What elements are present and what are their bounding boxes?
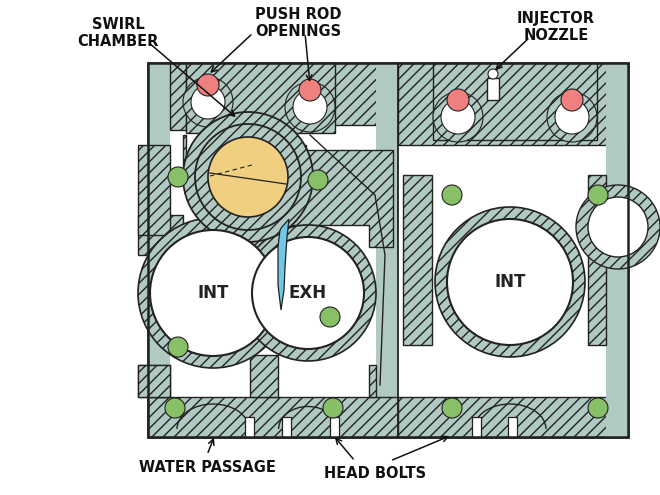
Circle shape: [588, 197, 648, 257]
Polygon shape: [291, 145, 306, 165]
Polygon shape: [148, 63, 170, 437]
Circle shape: [441, 100, 475, 134]
Circle shape: [183, 112, 313, 242]
Text: HEAD BOLTS: HEAD BOLTS: [324, 465, 426, 481]
Circle shape: [442, 398, 462, 418]
Circle shape: [547, 92, 597, 142]
Text: INT: INT: [197, 284, 228, 302]
Circle shape: [168, 337, 188, 357]
Circle shape: [442, 185, 462, 205]
Circle shape: [561, 89, 583, 111]
Circle shape: [183, 77, 233, 127]
Polygon shape: [138, 365, 170, 397]
Circle shape: [555, 100, 589, 134]
Circle shape: [208, 137, 288, 217]
Circle shape: [191, 85, 225, 119]
Bar: [148, 63, 628, 437]
Polygon shape: [183, 135, 186, 175]
Circle shape: [447, 219, 573, 345]
Polygon shape: [606, 63, 628, 437]
Polygon shape: [138, 365, 170, 397]
Polygon shape: [250, 355, 278, 397]
Circle shape: [488, 69, 498, 79]
Text: INJECTOR
NOZZLE: INJECTOR NOZZLE: [517, 11, 595, 43]
Polygon shape: [148, 63, 398, 125]
Text: WATER PASSAGE: WATER PASSAGE: [139, 459, 275, 475]
Circle shape: [165, 398, 185, 418]
Polygon shape: [398, 397, 628, 437]
Circle shape: [197, 74, 219, 96]
Circle shape: [588, 185, 608, 205]
Circle shape: [320, 307, 340, 327]
Circle shape: [168, 167, 188, 187]
Polygon shape: [278, 219, 289, 310]
Bar: [245, 417, 254, 437]
Circle shape: [138, 218, 288, 368]
Circle shape: [150, 230, 276, 356]
Circle shape: [252, 237, 364, 349]
Bar: [487, 78, 499, 100]
Polygon shape: [403, 175, 432, 345]
Text: SWIRL
CHAMBER: SWIRL CHAMBER: [77, 17, 158, 49]
Polygon shape: [369, 365, 376, 397]
Polygon shape: [433, 63, 597, 140]
Bar: [508, 417, 517, 437]
Bar: [148, 63, 628, 437]
Circle shape: [308, 170, 328, 190]
Polygon shape: [170, 63, 186, 130]
Polygon shape: [376, 63, 398, 437]
Circle shape: [299, 79, 321, 101]
Circle shape: [576, 185, 660, 269]
Bar: [282, 417, 291, 437]
Polygon shape: [398, 63, 628, 145]
Polygon shape: [588, 175, 606, 345]
Text: INT: INT: [494, 273, 525, 291]
Circle shape: [285, 82, 335, 132]
Circle shape: [323, 398, 343, 418]
Text: PUSH ROD
OPENINGS: PUSH ROD OPENINGS: [255, 7, 341, 39]
Bar: [472, 417, 481, 437]
Text: EXH: EXH: [289, 284, 327, 302]
Circle shape: [240, 225, 376, 361]
Circle shape: [588, 398, 608, 418]
Circle shape: [195, 124, 301, 230]
Bar: [330, 417, 339, 437]
Circle shape: [447, 89, 469, 111]
Polygon shape: [138, 215, 183, 255]
Circle shape: [433, 92, 483, 142]
Polygon shape: [138, 145, 170, 235]
Circle shape: [293, 90, 327, 124]
Polygon shape: [291, 150, 393, 247]
Circle shape: [435, 207, 585, 357]
Polygon shape: [186, 63, 335, 133]
Polygon shape: [148, 397, 398, 437]
